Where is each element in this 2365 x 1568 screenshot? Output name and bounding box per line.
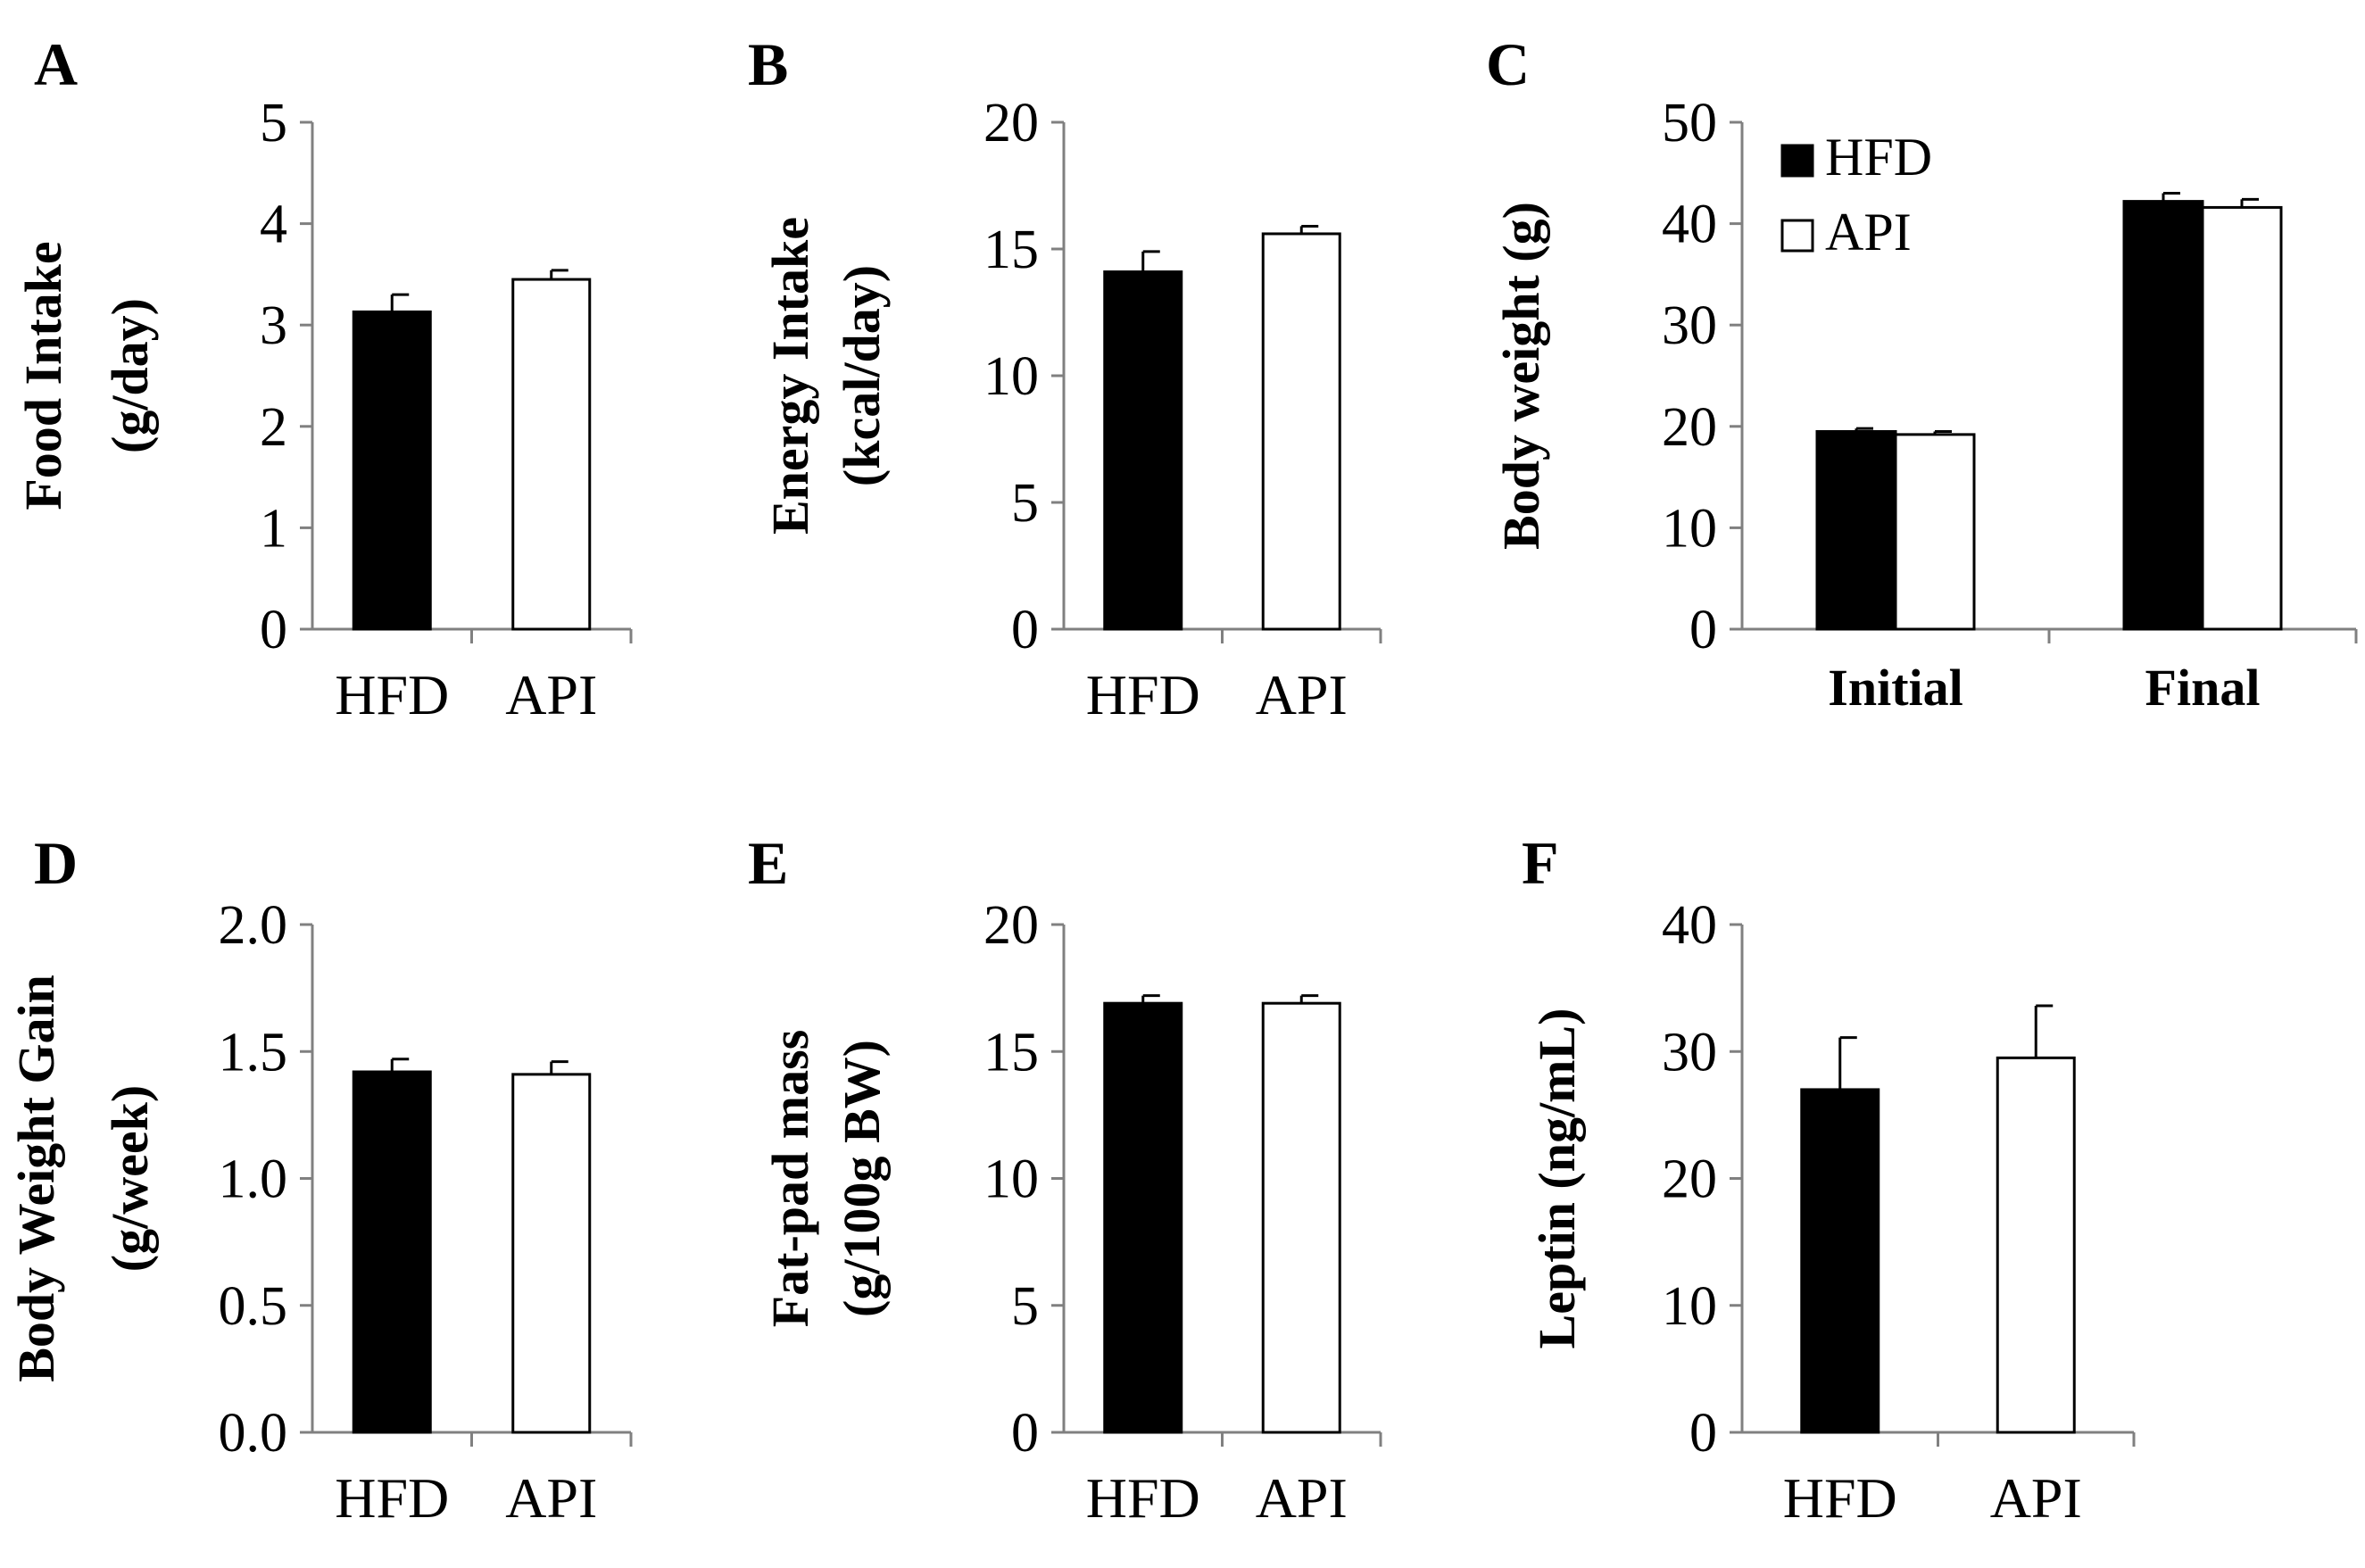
x-category-label: HFD bbox=[1783, 1466, 1897, 1530]
panel-f: F 0 10 20 30 40 HFD API Leptin (ng/mL) bbox=[1522, 829, 2136, 1530]
y-tick-label: 15 bbox=[983, 220, 1039, 280]
y-axis-title: (kcal/day) bbox=[833, 265, 891, 486]
x-category-label: HFD bbox=[335, 1466, 449, 1530]
y-axis-title: Fat-pad mass bbox=[761, 1030, 819, 1328]
y-tick-label: 10 bbox=[1662, 498, 1717, 559]
y-tick-label: 30 bbox=[1662, 295, 1717, 356]
x-category-label: API bbox=[1990, 1466, 2082, 1530]
legend-swatch bbox=[1780, 144, 1814, 178]
y-tick-label: 0 bbox=[1689, 1403, 1717, 1464]
bar bbox=[1894, 433, 1976, 631]
y-tick-label: 0 bbox=[1011, 1403, 1039, 1464]
y-tick-label: 0 bbox=[1689, 600, 1717, 660]
y-axis-title: Leptin (ng/mL) bbox=[1528, 1008, 1586, 1349]
bar bbox=[2201, 205, 2283, 631]
legend-swatch bbox=[1780, 219, 1814, 253]
panel-letter: F bbox=[1522, 829, 1559, 897]
y-tick-label: 20 bbox=[1662, 1149, 1717, 1210]
y-tick-label: 10 bbox=[983, 1149, 1039, 1210]
panel-c: C 0 10 20 30 40 50 Initial Final Body weight (g) H… bbox=[1486, 30, 2358, 717]
bar bbox=[1261, 1001, 1341, 1434]
y-tick-label: 1.5 bbox=[219, 1022, 288, 1083]
y-axis-title: Energy Intake bbox=[761, 217, 819, 535]
panel-letter: A bbox=[34, 30, 78, 98]
x-category-label: Final bbox=[2145, 659, 2261, 717]
bar bbox=[1815, 429, 1897, 631]
y-tick-label: 20 bbox=[983, 895, 1039, 956]
bar bbox=[1103, 270, 1183, 631]
x-category-label: API bbox=[1256, 1466, 1348, 1530]
y-tick-label: 40 bbox=[1662, 895, 1717, 956]
legend: HFD API bbox=[1780, 128, 1932, 261]
x-category-label: API bbox=[505, 663, 597, 726]
panel-d: D 0.0 0.5 1.0 1.5 2.0 HFD API Body Weight Gain (g… bbox=[7, 829, 633, 1530]
panel-e: E 0 5 10 15 20 HFD API Fat-pad mass (g/100g BW) bbox=[748, 829, 1382, 1530]
bar bbox=[2122, 200, 2204, 631]
y-tick-label: 10 bbox=[1662, 1276, 1717, 1337]
x-category-label: API bbox=[1256, 663, 1348, 726]
y-tick-label: 40 bbox=[1662, 195, 1717, 255]
y-axis-title: (g/100g BW) bbox=[833, 1040, 891, 1317]
y-axis-title: Body weight (g) bbox=[1492, 202, 1550, 550]
panel-letter: E bbox=[748, 829, 788, 897]
bar bbox=[511, 278, 592, 631]
y-tick-label: 0 bbox=[1011, 600, 1039, 660]
y-tick-label: 5 bbox=[1011, 473, 1039, 534]
x-category-label: Initial bbox=[1828, 659, 1963, 717]
legend-label: API bbox=[1825, 203, 1912, 261]
x-category-label: HFD bbox=[1086, 1466, 1200, 1530]
bar bbox=[352, 310, 432, 631]
y-tick-label: 0.5 bbox=[219, 1276, 288, 1337]
y-axis-title: Food Intake bbox=[14, 241, 72, 510]
x-category-label: HFD bbox=[335, 663, 449, 726]
panel-b: B 0 5 10 15 20 HFD API Energy Intake (kcal/day) bbox=[748, 30, 1382, 726]
y-tick-label: 0.0 bbox=[219, 1403, 288, 1464]
y-tick-label: 2 bbox=[260, 397, 287, 458]
bar bbox=[352, 1070, 432, 1434]
bar bbox=[1261, 232, 1341, 631]
y-tick-label: 4 bbox=[260, 195, 287, 255]
y-tick-label: 0 bbox=[260, 600, 287, 660]
y-axis-title: (g/week) bbox=[101, 1085, 159, 1272]
y-tick-label: 20 bbox=[983, 93, 1039, 153]
bar bbox=[1103, 1001, 1183, 1434]
panel-a: A 0 1 2 3 4 5 HFD API Food Intake (g/day) bbox=[14, 30, 633, 726]
bar bbox=[1800, 1088, 1880, 1434]
y-tick-label: 5 bbox=[260, 93, 287, 153]
y-axis-title: (g/day) bbox=[101, 298, 159, 453]
y-tick-label: 10 bbox=[983, 346, 1039, 407]
panel-letter: D bbox=[34, 829, 78, 897]
x-category-label: HFD bbox=[1086, 663, 1200, 726]
y-tick-label: 1 bbox=[260, 498, 287, 559]
x-category-label: API bbox=[505, 1466, 597, 1530]
legend-label: HFD bbox=[1825, 128, 1932, 187]
y-tick-label: 20 bbox=[1662, 397, 1717, 458]
y-tick-label: 50 bbox=[1662, 93, 1717, 153]
y-tick-label: 5 bbox=[1011, 1276, 1039, 1337]
panel-letter: C bbox=[1486, 30, 1530, 98]
bar bbox=[511, 1073, 592, 1434]
y-tick-label: 1.0 bbox=[219, 1149, 288, 1210]
y-tick-label: 15 bbox=[983, 1022, 1039, 1083]
y-tick-label: 30 bbox=[1662, 1022, 1717, 1083]
panel-letter: B bbox=[748, 30, 788, 98]
y-axis-title: Body Weight Gain bbox=[7, 975, 65, 1382]
bar bbox=[1996, 1056, 2076, 1434]
y-tick-label: 3 bbox=[260, 295, 287, 356]
y-tick-label: 2.0 bbox=[219, 895, 288, 956]
